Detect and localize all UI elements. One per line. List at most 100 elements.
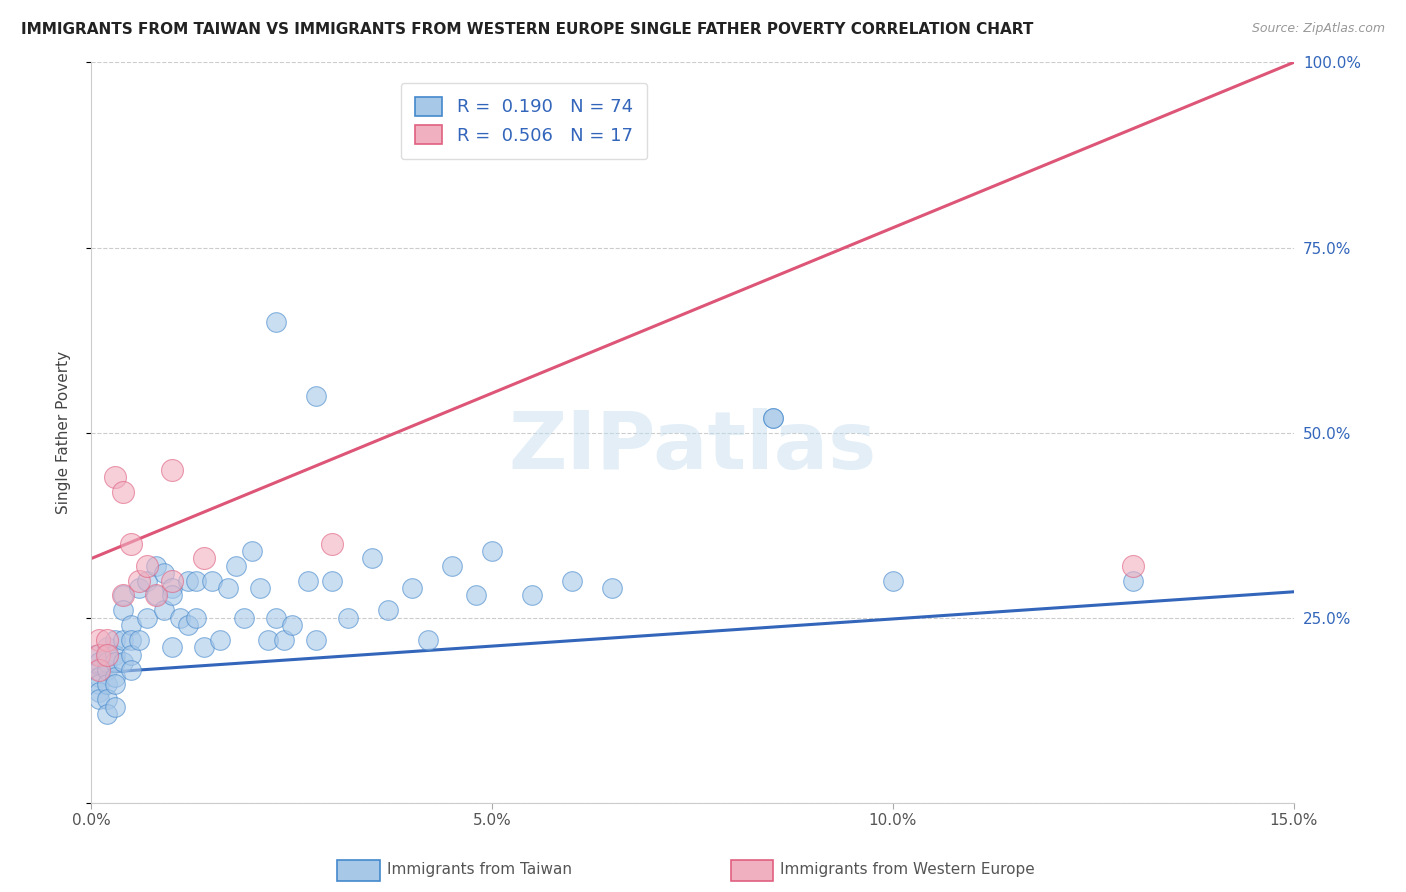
- Point: [217, 581, 239, 595]
- Y-axis label: Single Father Poverty: Single Father Poverty: [56, 351, 70, 514]
- Point: [160, 589, 183, 603]
- Point: [160, 463, 183, 477]
- Point: [128, 574, 150, 588]
- Text: Source: ZipAtlas.com: Source: ZipAtlas.com: [1251, 22, 1385, 36]
- Legend: R =  0.190   N = 74, R =  0.506   N = 17: R = 0.190 N = 74, R = 0.506 N = 17: [401, 83, 647, 159]
- Point: [416, 632, 439, 647]
- Point: [152, 603, 174, 617]
- Text: IMMIGRANTS FROM TAIWAN VS IMMIGRANTS FROM WESTERN EUROPE SINGLE FATHER POVERTY C: IMMIGRANTS FROM TAIWAN VS IMMIGRANTS FRO…: [21, 22, 1033, 37]
- Point: [145, 589, 167, 603]
- Text: ZIPatlas: ZIPatlas: [509, 409, 876, 486]
- Point: [96, 632, 118, 647]
- Point: [96, 663, 118, 677]
- Point: [89, 670, 111, 684]
- Point: [281, 618, 304, 632]
- Point: [104, 699, 127, 714]
- Point: [762, 410, 785, 425]
- Point: [264, 611, 287, 625]
- Point: [128, 632, 150, 647]
- Point: [96, 677, 118, 691]
- Point: [882, 574, 904, 588]
- Point: [145, 589, 167, 603]
- Point: [184, 574, 207, 588]
- Point: [136, 611, 159, 625]
- Point: [89, 648, 111, 662]
- Point: [465, 589, 488, 603]
- Point: [201, 574, 224, 588]
- Point: [208, 632, 231, 647]
- Point: [193, 551, 215, 566]
- Point: [160, 574, 183, 588]
- Point: [121, 663, 143, 677]
- Point: [96, 706, 118, 721]
- Point: [121, 618, 143, 632]
- Point: [112, 632, 135, 647]
- Point: [145, 558, 167, 573]
- Point: [121, 537, 143, 551]
- Point: [264, 315, 287, 329]
- Point: [84, 648, 107, 662]
- Point: [176, 574, 198, 588]
- Point: [96, 648, 118, 662]
- Point: [152, 566, 174, 581]
- Point: [481, 544, 503, 558]
- Point: [232, 611, 254, 625]
- Point: [128, 581, 150, 595]
- Point: [89, 663, 111, 677]
- Point: [602, 581, 624, 595]
- Point: [1122, 574, 1144, 588]
- Point: [184, 611, 207, 625]
- Point: [336, 611, 359, 625]
- Point: [305, 389, 328, 403]
- Point: [160, 581, 183, 595]
- Point: [89, 685, 111, 699]
- Point: [89, 692, 111, 706]
- Point: [96, 648, 118, 662]
- Text: Immigrants from Western Europe: Immigrants from Western Europe: [780, 863, 1035, 877]
- Point: [104, 470, 127, 484]
- Point: [249, 581, 271, 595]
- Point: [256, 632, 278, 647]
- Point: [522, 589, 544, 603]
- Point: [273, 632, 295, 647]
- Point: [112, 603, 135, 617]
- Point: [176, 618, 198, 632]
- Point: [360, 551, 382, 566]
- Point: [96, 655, 118, 669]
- Point: [321, 537, 343, 551]
- Point: [160, 640, 183, 655]
- Point: [240, 544, 263, 558]
- Point: [96, 640, 118, 655]
- Point: [1122, 558, 1144, 573]
- Point: [104, 648, 127, 662]
- Point: [193, 640, 215, 655]
- Point: [297, 574, 319, 588]
- Point: [104, 655, 127, 669]
- Point: [89, 677, 111, 691]
- Point: [89, 655, 111, 669]
- Point: [136, 574, 159, 588]
- Point: [169, 611, 191, 625]
- Point: [561, 574, 583, 588]
- Point: [104, 632, 127, 647]
- Text: Immigrants from Taiwan: Immigrants from Taiwan: [387, 863, 572, 877]
- Point: [225, 558, 247, 573]
- Point: [112, 589, 135, 603]
- Point: [305, 632, 328, 647]
- Point: [401, 581, 423, 595]
- Point: [96, 692, 118, 706]
- Point: [89, 632, 111, 647]
- Point: [112, 484, 135, 499]
- Point: [321, 574, 343, 588]
- Point: [121, 632, 143, 647]
- Point: [104, 670, 127, 684]
- Point: [762, 410, 785, 425]
- Point: [440, 558, 463, 573]
- Point: [121, 648, 143, 662]
- Point: [112, 655, 135, 669]
- Point: [112, 589, 135, 603]
- Point: [104, 677, 127, 691]
- Point: [377, 603, 399, 617]
- Point: [89, 663, 111, 677]
- Point: [136, 558, 159, 573]
